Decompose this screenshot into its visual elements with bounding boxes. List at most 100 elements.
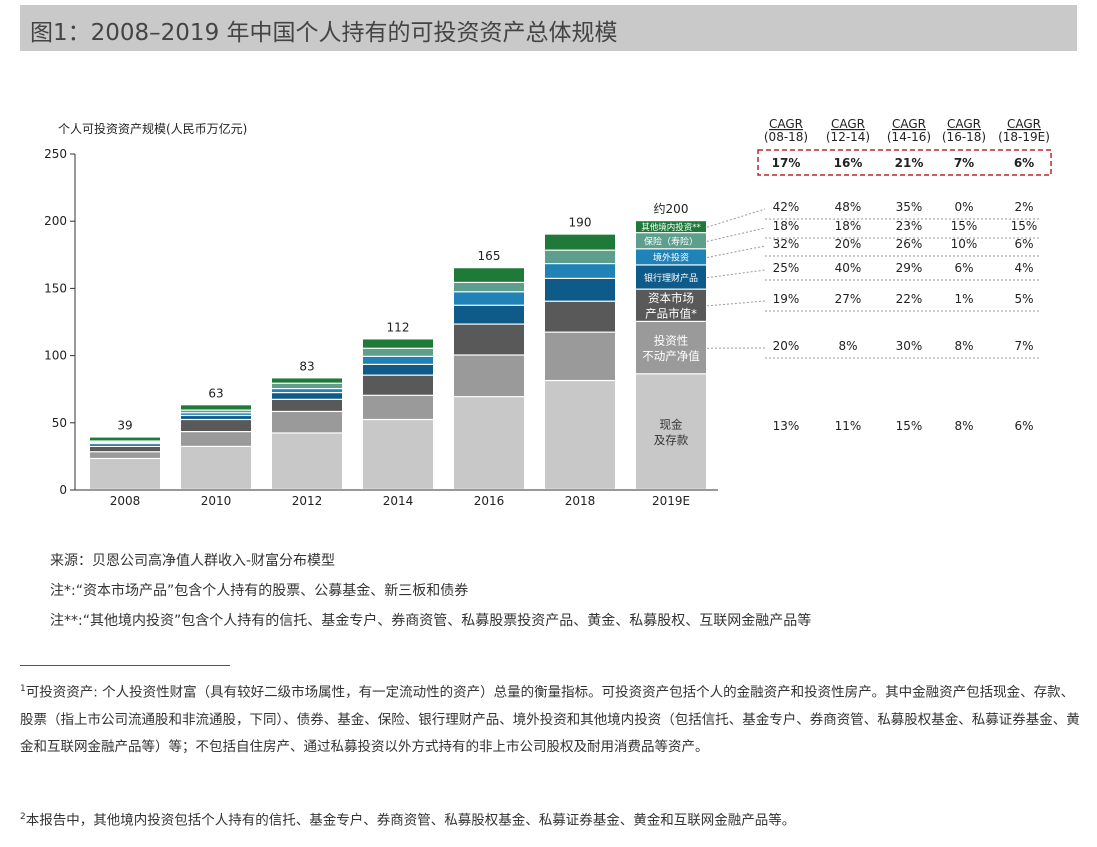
bar-segment-2019E-2 [636,289,706,321]
bar-segment-2016-5 [454,283,524,292]
footnote-1-text: 可投资资产: 个人投资性财富（具有较好二级市场属性，有一定流动性的资产）总量的衡… [20,684,1080,755]
cagr-value: 11% [835,419,862,433]
bar-segment-2008-3 [90,444,160,446]
cagr-connector [706,208,766,228]
cagr-value: 19% [773,292,800,306]
bar-segment-2014-0 [363,420,433,489]
cagr-value: 6% [1014,419,1033,433]
bar-segment-2016-0 [454,397,524,489]
segment-label: 及存款 [654,433,689,447]
y-tick-label: 150 [44,281,67,295]
cagr-value: 15% [951,219,978,233]
cagr-header: CAGR [892,117,926,131]
cagr-value: 8% [954,339,973,353]
bar-segment-2010-5 [181,410,251,413]
y-tick-label: 0 [59,483,67,497]
cagr-value: 48% [835,200,862,214]
bar-segment-2019E-1 [636,322,706,374]
segment-label: 现金 [660,417,683,431]
segment-label: 资本市场 [648,291,694,305]
bar-total-label: 63 [208,386,223,400]
cagr-connector [706,227,766,242]
note-capital-market: 注*:“资本市场产品”包含个人持有的股票、公募基金、新三板和债券 [50,583,469,599]
footnote-2-mark: 2 [20,812,26,822]
cagr-value: 30% [896,339,923,353]
segment-label: 投资性 [654,333,689,347]
cagr-value: 42% [773,200,800,214]
bar-segment-2014-6 [363,339,433,348]
cagr-header-period: (18-19E) [998,130,1050,144]
bar-segment-2019E-6 [636,221,706,233]
cagr-value: 2% [1014,200,1033,214]
cagr-value: 25% [773,261,800,275]
bar-segment-2014-4 [363,356,433,364]
bar-total-label: 165 [478,249,501,263]
cagr-value: 40% [835,261,862,275]
cagr-value: 29% [896,261,923,275]
bar-segment-2019E-5 [636,233,706,249]
bar-segment-2010-0 [181,446,251,489]
segment-label: 不动产净值 [642,349,700,363]
cagr-total-value: 21% [895,156,924,170]
cagr-value: 1% [954,292,973,306]
bar-segment-2018-5 [545,250,615,264]
segment-label: 其他境内投资** [641,222,701,233]
x-tick-label: 2008 [110,494,141,508]
cagr-value: 20% [835,237,862,251]
bar-segment-2016-6 [454,268,524,282]
bar-segment-2018-6 [545,234,615,250]
bar-total-label: 39 [117,419,132,433]
cagr-value: 18% [835,219,862,233]
cagr-header: CAGR [947,117,981,131]
bar-segment-2018-0 [545,381,615,489]
cagr-value: 6% [954,261,973,275]
segment-label: 境外投资 [653,252,689,264]
cagr-value: 23% [896,219,923,233]
cagr-value: 0% [954,200,973,214]
bar-segment-2019E-4 [636,249,706,265]
x-tick-label: 2010 [201,494,232,508]
cagr-value: 8% [838,339,857,353]
bar-segment-2010-2 [181,420,251,432]
cagr-total-box [757,149,1052,176]
segment-label: 保险（寿险） [644,236,698,248]
cagr-connector [706,245,766,258]
bar-segment-2008-6 [90,437,160,441]
segment-label: 银行理财产品 [644,272,698,284]
cagr-header-period: (16-18) [942,130,986,144]
cagr-value: 22% [896,292,923,306]
cagr-value: 20% [773,339,800,353]
y-tick-label: 250 [44,147,67,161]
cagr-value: 8% [954,419,973,433]
bar-segment-2012-2 [272,399,342,411]
bar-segment-2018-1 [545,332,615,380]
bar-segment-2012-5 [272,383,342,388]
bar-segment-2012-4 [272,389,342,393]
bar-total-label: 190 [569,216,592,230]
title-bar: 图1：2008–2019 年中国个人持有的可投资资产总体规模 [20,5,1077,51]
bar-segment-2018-4 [545,264,615,278]
bar-segment-2012-3 [272,393,342,399]
bar-segment-2014-2 [363,375,433,395]
cagr-header: CAGR [769,117,803,131]
bar-segment-2016-2 [454,324,524,355]
cagr-value: 5% [1014,292,1033,306]
bar-segment-2012-1 [272,412,342,433]
bar-segment-2010-6 [181,405,251,410]
cagr-value: 26% [896,237,923,251]
y-tick-label: 100 [44,349,67,363]
cagr-value: 6% [1014,237,1033,251]
bar-segment-2019E-3 [636,265,706,289]
bar-segment-2019E-0 [636,374,706,489]
cagr-header-period: (14-16) [887,130,931,144]
bar-total-label: 约200 [654,201,689,216]
y-tick-label: 50 [52,416,67,430]
bar-segment-2014-1 [363,395,433,419]
note-other-domestic: 注**:“其他境内投资”包含个人持有的信托、基金专户、券商资管、私募股票投资产品… [50,613,812,629]
bar-segment-2014-3 [363,365,433,375]
x-tick-label: 2016 [474,494,505,508]
bar-segment-2016-1 [454,355,524,397]
cagr-connector [706,269,766,279]
cagr-header-period: (08-18) [764,130,808,144]
cagr-value: 15% [896,419,923,433]
